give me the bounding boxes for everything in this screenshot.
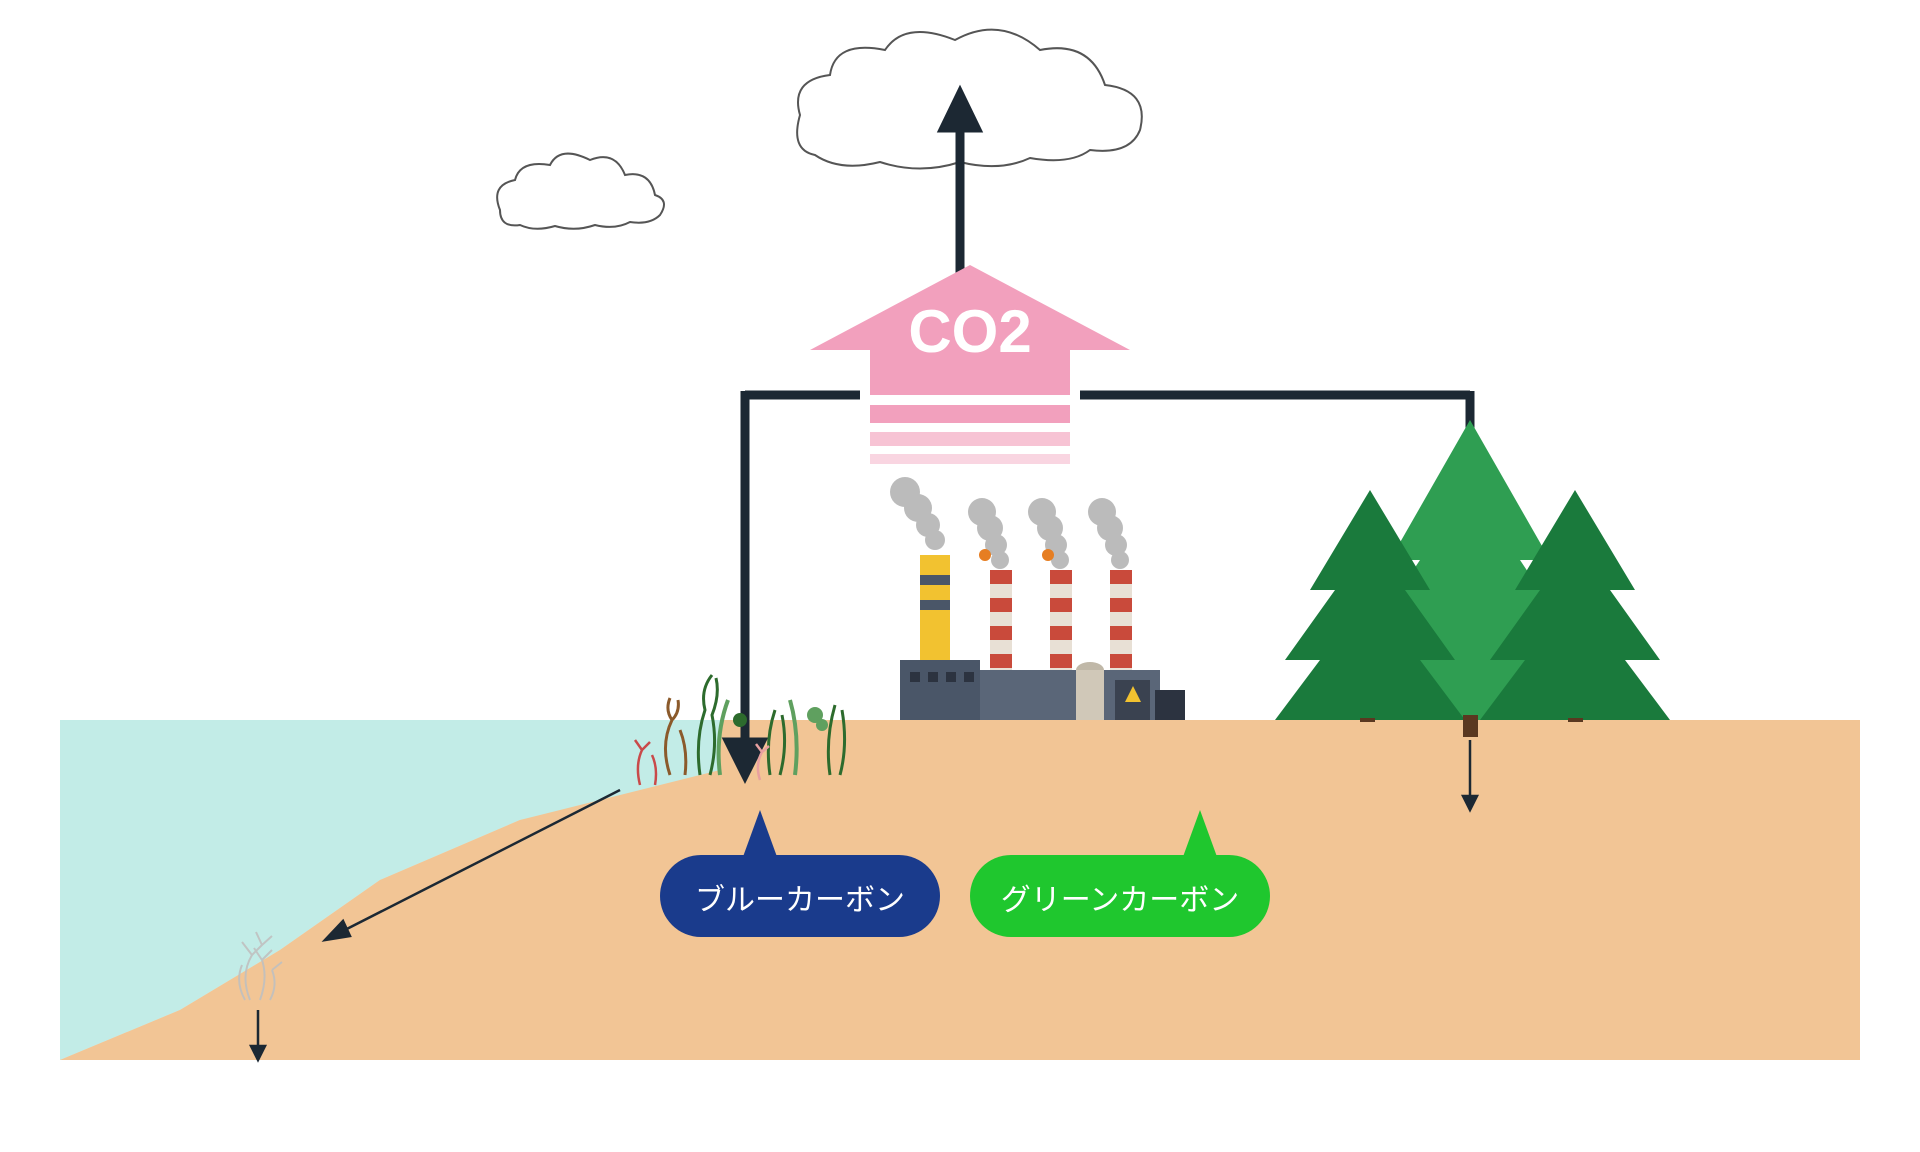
trees xyxy=(1275,420,1670,737)
cloud-small xyxy=(497,154,664,229)
diagram-svg: CO2 xyxy=(0,0,1920,1152)
factory xyxy=(890,477,1185,720)
blue-carbon-label: ブルーカーボン xyxy=(695,884,905,917)
cloud-large xyxy=(797,30,1142,169)
co2-arrow: CO2 xyxy=(810,265,1130,464)
co2-text: CO2 xyxy=(908,298,1031,365)
green-carbon-label: グリーンカーボン xyxy=(1001,884,1240,917)
carbon-cycle-diagram: CO2 xyxy=(0,0,1920,1152)
